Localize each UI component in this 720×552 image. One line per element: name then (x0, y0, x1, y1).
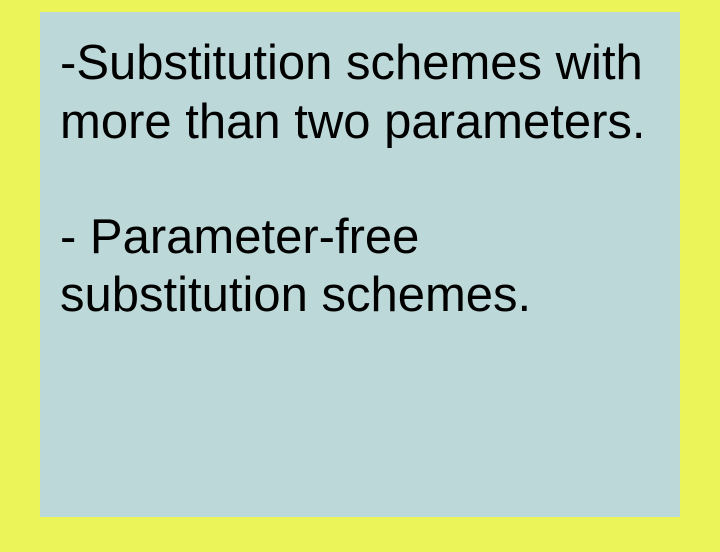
bullet-paragraph-2: - Parameter-free substitution schemes. (60, 208, 660, 326)
slide-content-box: -Substitution schemes with more than two… (40, 12, 680, 517)
bullet-paragraph-1: -Substitution schemes with more than two… (60, 34, 660, 152)
